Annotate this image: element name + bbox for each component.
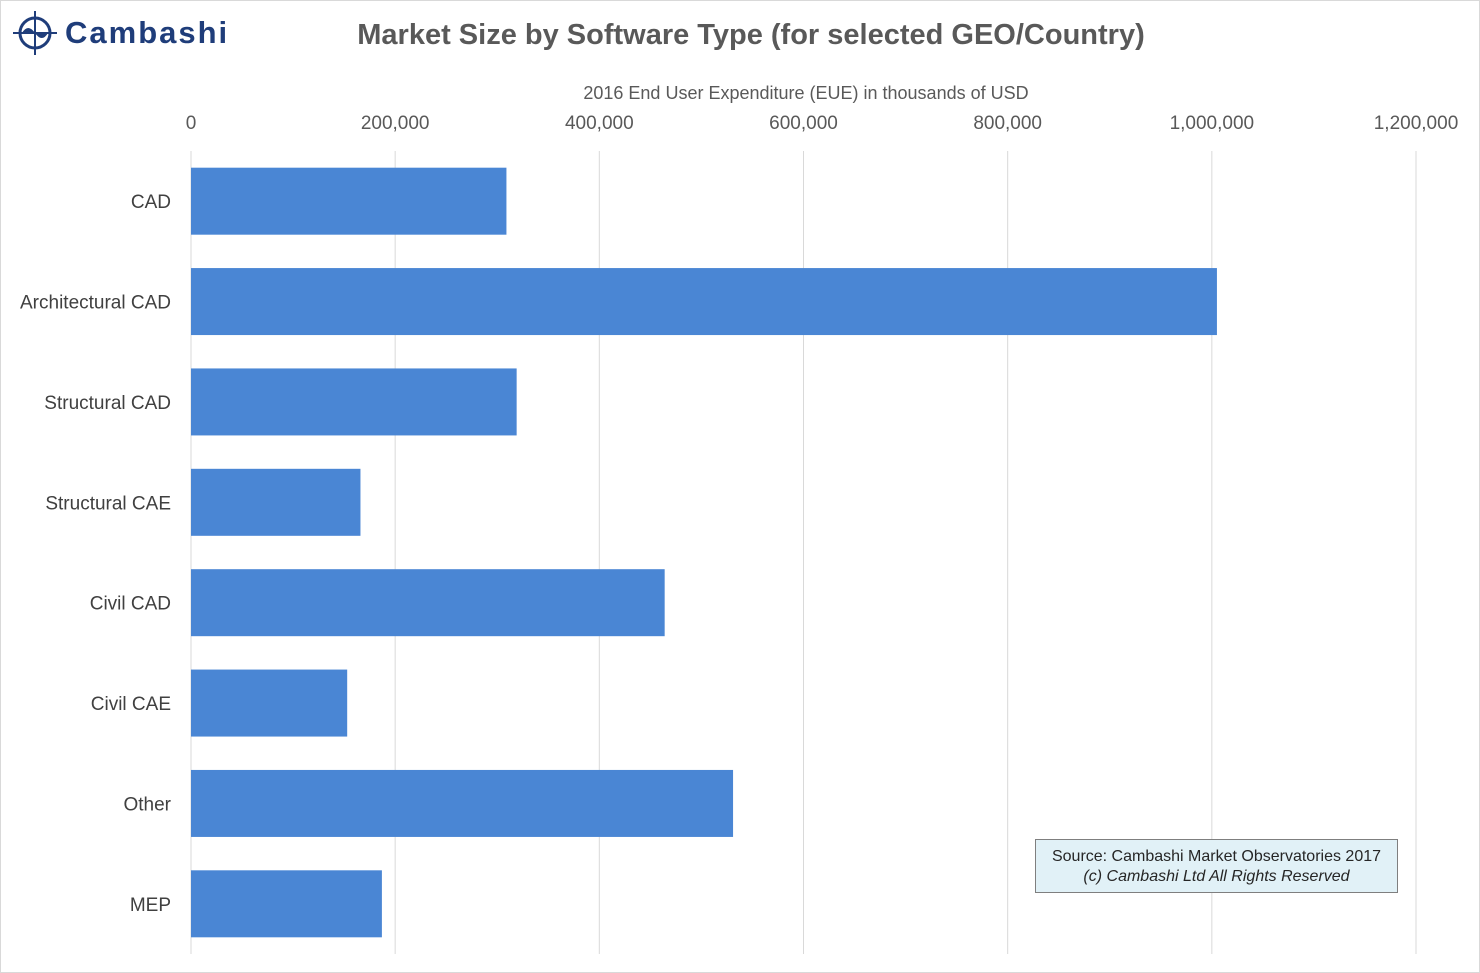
bar	[191, 870, 382, 938]
logo-crosshair-icon	[13, 11, 57, 55]
category-label: Architectural CAD	[20, 293, 171, 314]
bar	[191, 268, 1217, 336]
source-line: Source: Cambashi Market Observatories 20…	[1051, 848, 1382, 865]
bar	[191, 769, 734, 837]
chart-title: Market Size by Software Type (for select…	[357, 19, 1145, 51]
logo-text: Cambashi	[65, 15, 230, 50]
category-label: Civil CAE	[91, 694, 171, 715]
bar	[191, 468, 361, 536]
category-label: CAD	[131, 192, 171, 213]
category-label: Structural CAE	[45, 493, 171, 514]
x-tick-label: 400,000	[565, 113, 634, 134]
category-label: MEP	[130, 895, 171, 916]
cambashi-logo: Cambashi	[13, 11, 229, 55]
bar	[191, 368, 517, 436]
x-tick-label: 600,000	[769, 113, 838, 134]
source-note: Source: Cambashi Market Observatories 20…	[1035, 839, 1398, 893]
x-tick-label: 0	[186, 113, 197, 134]
category-label: Other	[123, 794, 171, 815]
category-label: Structural CAD	[44, 393, 171, 414]
x-tick-label: 200,000	[361, 113, 430, 134]
category-label: Civil CAD	[90, 594, 171, 615]
bar	[191, 669, 348, 737]
bar	[191, 167, 507, 235]
copyright-line: (c) Cambashi Ltd All Rights Reserved	[1083, 868, 1350, 885]
x-axis-label: 2016 End User Expenditure (EUE) in thous…	[583, 83, 1029, 103]
x-tick-label: 1,200,000	[1374, 113, 1459, 134]
x-tick-label: 1,000,000	[1170, 113, 1255, 134]
bar	[191, 569, 665, 637]
x-tick-label: 800,000	[973, 113, 1042, 134]
